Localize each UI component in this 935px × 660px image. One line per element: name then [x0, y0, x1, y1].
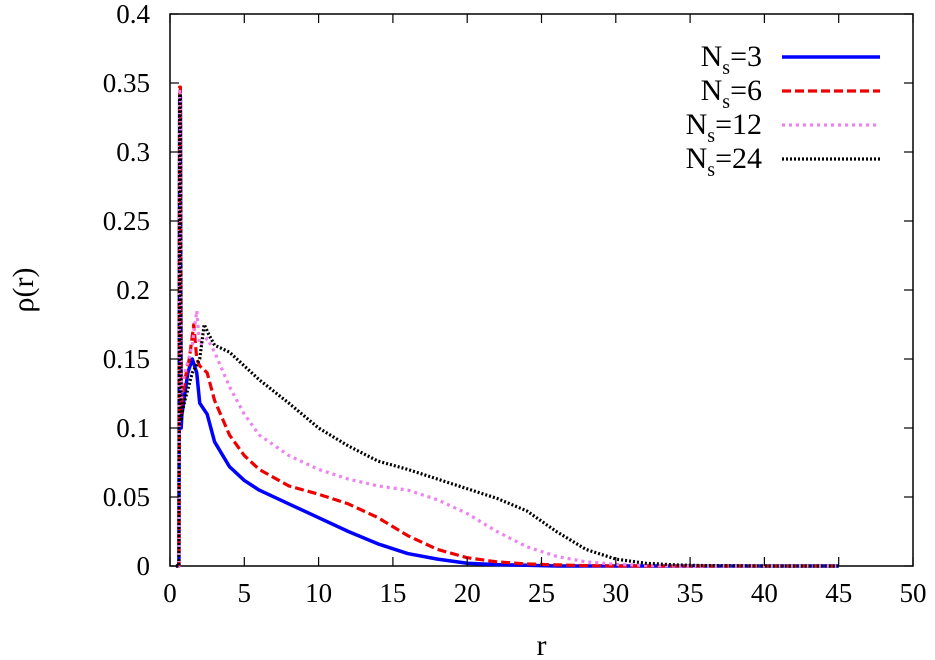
x-tick-label: 10 [305, 578, 332, 608]
y-tick-label: 0.2 [116, 275, 150, 305]
series-line-3 [175, 88, 839, 568]
legend-label-2: Ns=6 [701, 74, 762, 113]
x-tick-label: 45 [825, 578, 852, 608]
x-tick-label: 15 [379, 578, 406, 608]
y-tick-label: 0.25 [103, 206, 150, 236]
axes-group: 0 5 10 15 20 25 30 35 40 45 50 0 0.05 0.1 0.15 0.2 0.25 0… [103, 0, 927, 608]
x-tick-label: 25 [528, 578, 555, 608]
y-tick-label: 0.35 [103, 68, 150, 98]
series-line-1 [175, 95, 839, 568]
legend-label-4: Ns=24 [686, 142, 762, 181]
x-tick-label: 50 [900, 578, 927, 608]
legend-label-3: Ns=12 [686, 108, 762, 147]
x-tick-label: 35 [677, 578, 704, 608]
x-tick-label: 40 [751, 578, 778, 608]
y-tick-label: 0.15 [103, 344, 150, 374]
x-tick-label: 5 [238, 578, 252, 608]
y-tick-label: 0.1 [116, 413, 150, 443]
plot-area [169, 13, 914, 567]
series-line-4 [175, 92, 839, 568]
y-tick-label: 0.4 [116, 0, 150, 29]
legend-label-subscript: s [722, 91, 730, 113]
legend-label-rest: =3 [730, 40, 762, 73]
legend-label-1: Ns=3 [701, 40, 762, 79]
x-tick-label: 30 [602, 578, 629, 608]
x-axis-title: r [537, 629, 547, 660]
legend-label-main: N [701, 74, 723, 107]
y-tick-label: 0.3 [116, 137, 150, 167]
legend-label-subscript: s [722, 57, 730, 79]
legend-label-main: N [686, 108, 708, 141]
x-tick-label: 0 [163, 578, 177, 608]
legend-label-rest: =6 [730, 74, 762, 107]
legend-label-rest: =24 [715, 142, 762, 175]
y-axis-title: ρ(r) [7, 268, 40, 313]
legend-label-subscript: s [707, 159, 715, 181]
legend-label-main: N [701, 40, 723, 73]
legend-label-rest: =12 [715, 108, 762, 141]
legend-label-subscript: s [707, 125, 715, 147]
plot-frame [169, 13, 914, 567]
series-group [175, 85, 839, 568]
y-tick-label: 0 [137, 551, 151, 581]
legend-label-main: N [686, 142, 708, 175]
y-tick-label: 0.05 [103, 482, 150, 512]
x-tick-label: 20 [454, 578, 481, 608]
